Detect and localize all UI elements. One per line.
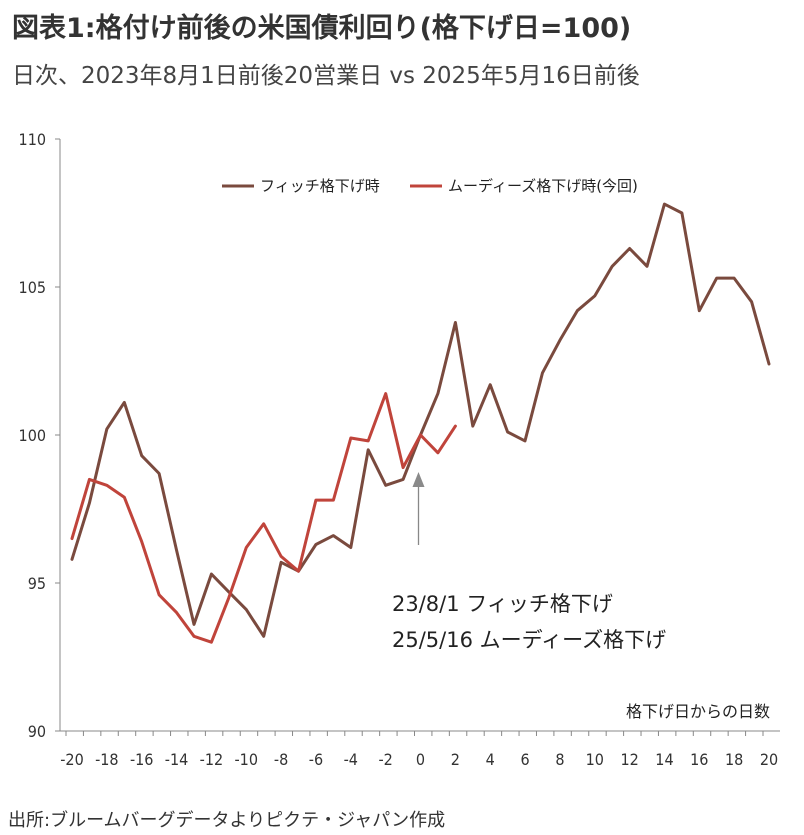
series-line-moodys	[70, 392, 457, 644]
x-tick-label: 12	[620, 750, 638, 769]
y-tick-label: 100	[19, 426, 46, 445]
arrow-head	[412, 472, 425, 487]
x-tick-label: -16	[130, 750, 154, 769]
x-tick-label: -2	[378, 750, 392, 769]
x-tick-label: 6	[520, 750, 529, 769]
x-tick-label: -14	[165, 750, 189, 769]
y-tick-label: 90	[28, 722, 46, 741]
x-tick-label: -18	[95, 750, 119, 769]
x-tick-label: 20	[760, 750, 778, 769]
y-tick-label: 95	[28, 574, 46, 593]
x-tick-label: 2	[451, 750, 460, 769]
x-tick-label: -6	[309, 750, 323, 769]
x-tick-label: -8	[274, 750, 288, 769]
y-tick-label: 105	[19, 278, 46, 297]
chart-subtitle: 日次、2023年8月1日前後20営業日 vs 2025年5月16日前後	[12, 63, 640, 89]
y-tick-label: 110	[19, 130, 46, 149]
legend: フィッチ格下げ時 ムーディーズ格下げ時(今回)	[222, 177, 638, 195]
x-tick-label: 10	[586, 750, 604, 769]
x-tick-label: -20	[60, 750, 84, 769]
x-tick-label: 8	[555, 750, 564, 769]
x-tick-label: -12	[200, 750, 224, 769]
x-tick-label: -10	[234, 750, 258, 769]
x-tick-label: -4	[344, 750, 358, 769]
annotation-fitch: 23/8/1 フィッチ格下げ	[392, 592, 613, 616]
x-tick-label: 4	[486, 750, 495, 769]
series-lines	[70, 202, 771, 644]
series-line-fitch	[70, 202, 771, 638]
annotation-moodys: 25/5/16 ムーディーズ格下げ	[392, 628, 666, 652]
x-axis-label: 格下げ日からの日数	[626, 702, 770, 721]
x-tick-label: 16	[690, 750, 708, 769]
x-tick-label: 18	[725, 750, 743, 769]
legend-label: フィッチ格下げ時	[260, 177, 380, 195]
x-tick-label: 14	[655, 750, 673, 769]
axes	[55, 138, 780, 736]
annotation-arrow	[412, 472, 425, 545]
chart-title: 図表1:格付け前後の米国債利回り(格下げ日=100)	[12, 13, 632, 44]
source-note: 出所:ブルームバーグデータよりピクテ・ジャパン作成	[8, 810, 446, 831]
legend-label: ムーディーズ格下げ時(今回)	[448, 177, 638, 195]
x-tick-label: 0	[416, 750, 425, 769]
